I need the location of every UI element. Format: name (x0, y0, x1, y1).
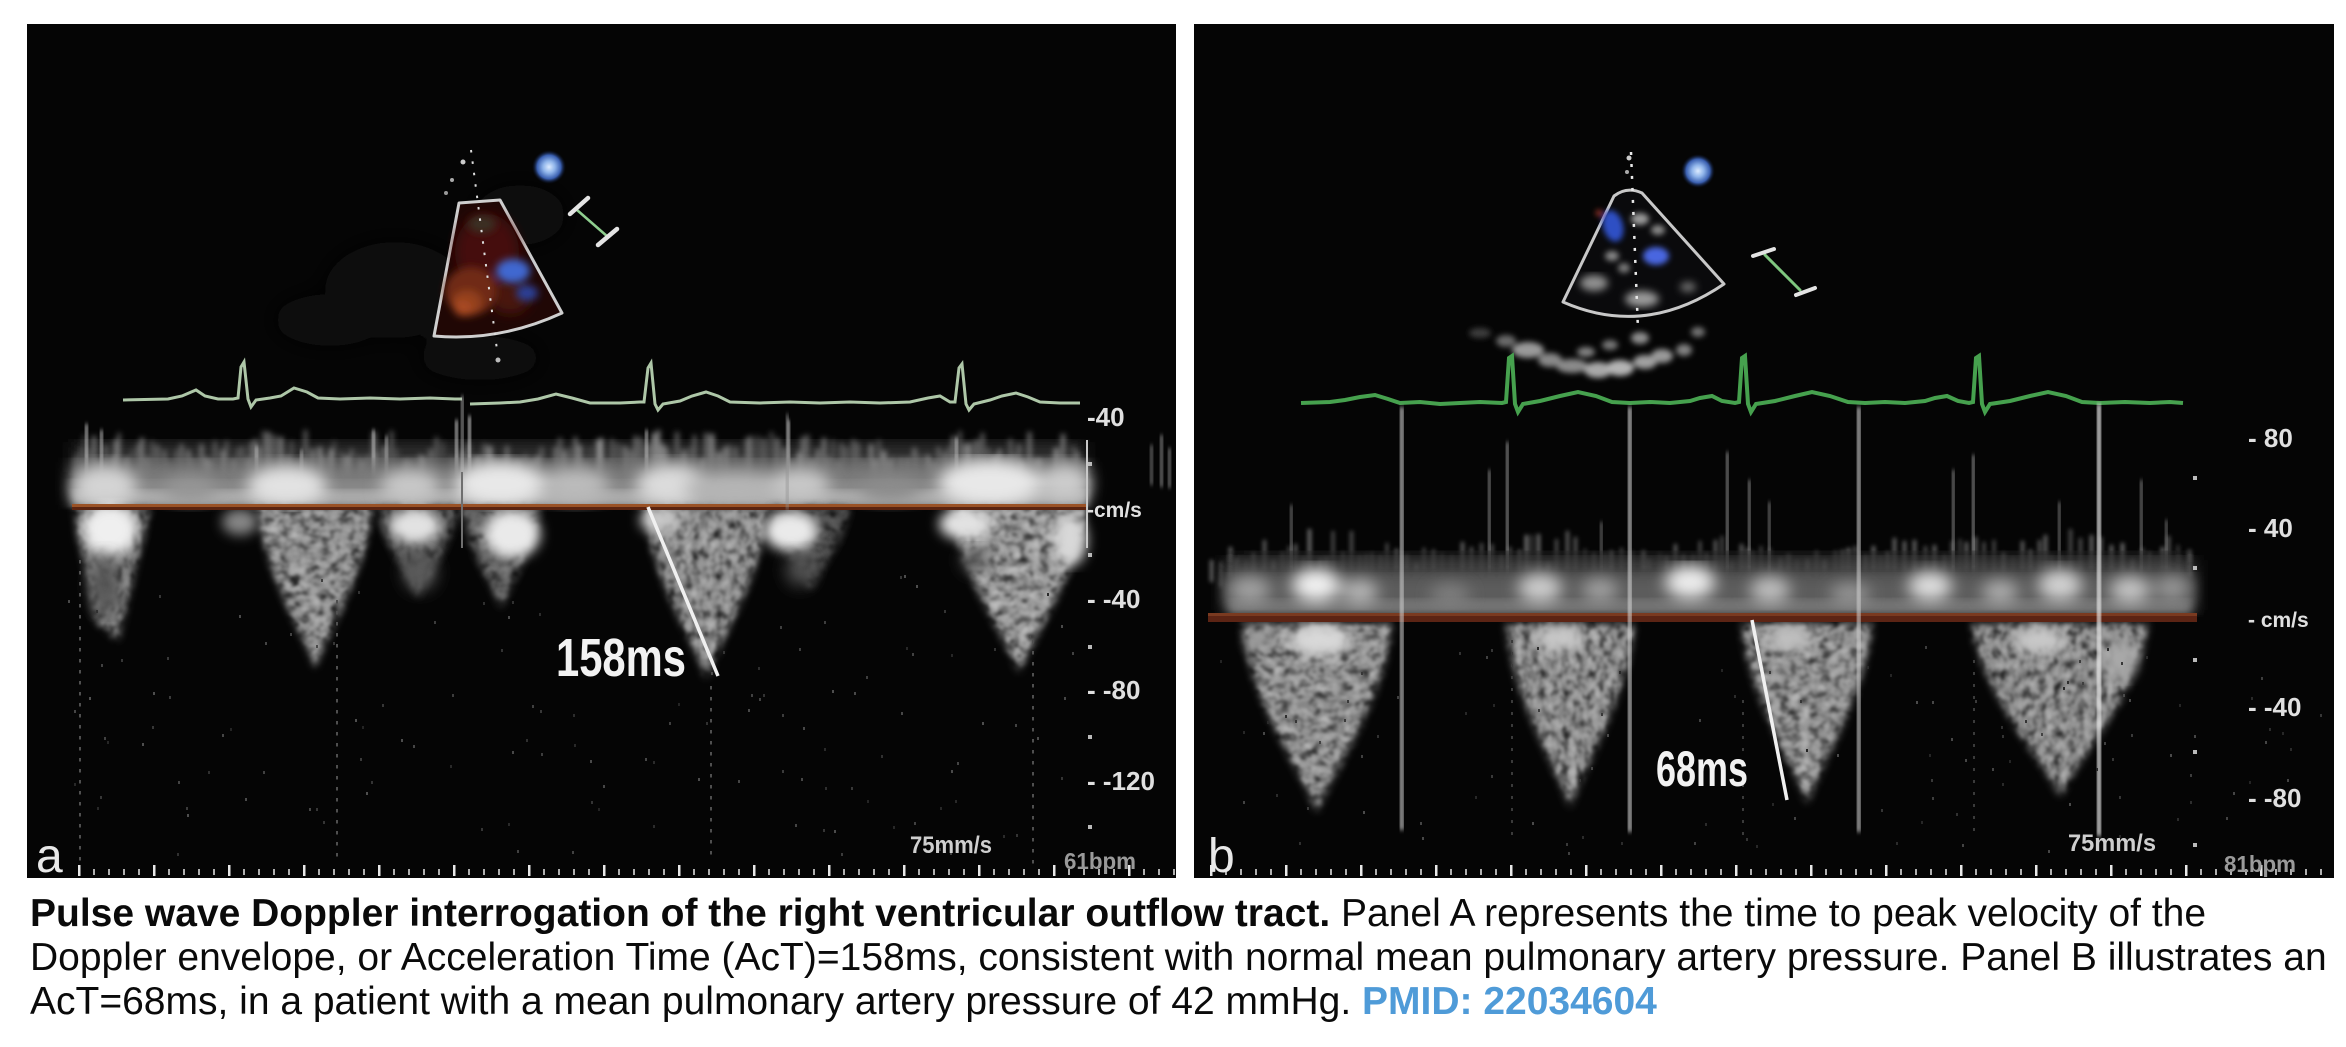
svg-text:158ms: 158ms (556, 628, 686, 688)
svg-text:- -80: - -80 (1087, 675, 1140, 705)
svg-text:- -40: - -40 (2248, 692, 2301, 722)
svg-text:68ms: 68ms (1656, 741, 1748, 797)
svg-text:75mm/s: 75mm/s (910, 832, 992, 859)
svg-text:- -120: - -120 (1087, 766, 1155, 796)
svg-text:- -40: - -40 (1087, 584, 1140, 614)
svg-text:75mm/s: 75mm/s (2068, 830, 2156, 857)
svg-text:81bpm: 81bpm (2224, 851, 2296, 877)
svg-text:- -80: - -80 (2248, 783, 2301, 813)
svg-text:-cm/s: -cm/s (1087, 499, 1142, 522)
svg-text:- 40: - 40 (2248, 513, 2293, 543)
svg-text:a: a (36, 830, 63, 883)
svg-text:-40: -40 (1087, 402, 1125, 432)
svg-text:- 80: - 80 (2248, 423, 2293, 453)
svg-text:- cm/s: - cm/s (2248, 609, 2309, 632)
svg-text:61bpm: 61bpm (1064, 848, 1136, 874)
svg-text:b: b (1208, 830, 1235, 883)
